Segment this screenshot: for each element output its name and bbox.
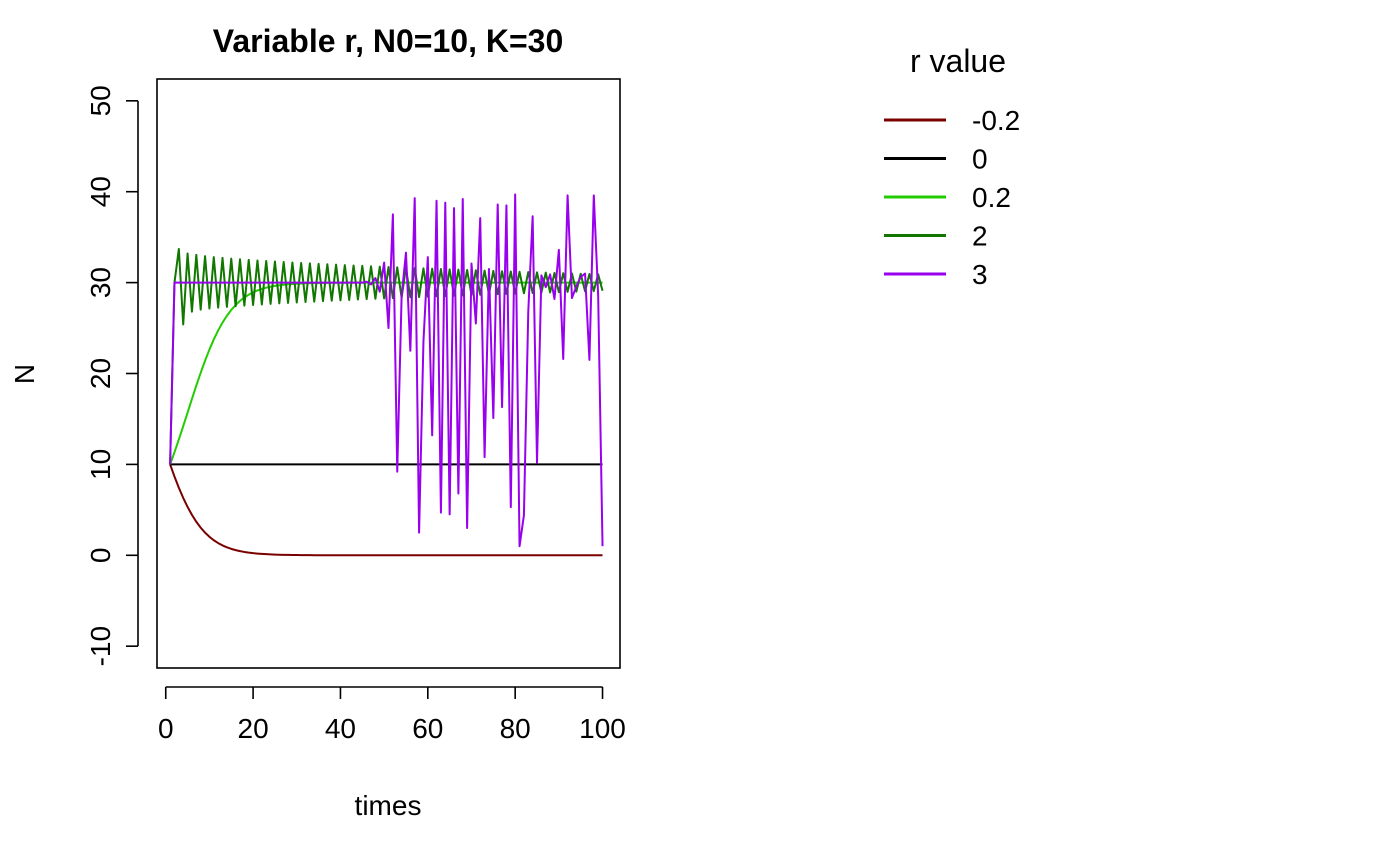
x-tick-label: 80 (500, 713, 531, 744)
y-tick-label: 0 (85, 548, 116, 564)
series-group (169, 193, 604, 557)
y-axis: -10 0 10 20 30 40 50 (85, 85, 139, 666)
y-tick-label: 40 (85, 176, 116, 207)
x-tick-label: 100 (579, 713, 626, 744)
chart-title: Variable r, N0=10, K=30 (213, 23, 563, 59)
x-tick-label: 0 (158, 713, 174, 744)
series-line-3 (169, 193, 604, 548)
legend-label: 0 (972, 144, 988, 175)
y-tick-label: 20 (85, 358, 116, 389)
legend-label: 2 (972, 221, 988, 252)
legend-title: r value (910, 43, 1006, 79)
y-tick-label: 10 (85, 449, 116, 480)
legend-label: 0.2 (972, 182, 1011, 213)
series-line-neg0.2 (169, 464, 603, 557)
legend: r value -0.2 0 0.2 2 3 (884, 43, 1020, 290)
x-tick-label: 40 (325, 713, 356, 744)
y-tick-label: 30 (85, 267, 116, 298)
legend-label: 3 (972, 259, 988, 290)
plot-frame (156, 78, 621, 669)
y-tick-label: -10 (85, 626, 116, 666)
y-axis-label: N (9, 364, 40, 384)
x-tick-label: 20 (238, 713, 269, 744)
legend-label: -0.2 (972, 105, 1020, 136)
y-tick-label: 50 (85, 85, 116, 116)
x-axis-label: times (355, 790, 422, 821)
x-axis: 0 20 40 60 80 100 (158, 686, 626, 744)
x-tick-label: 60 (412, 713, 443, 744)
